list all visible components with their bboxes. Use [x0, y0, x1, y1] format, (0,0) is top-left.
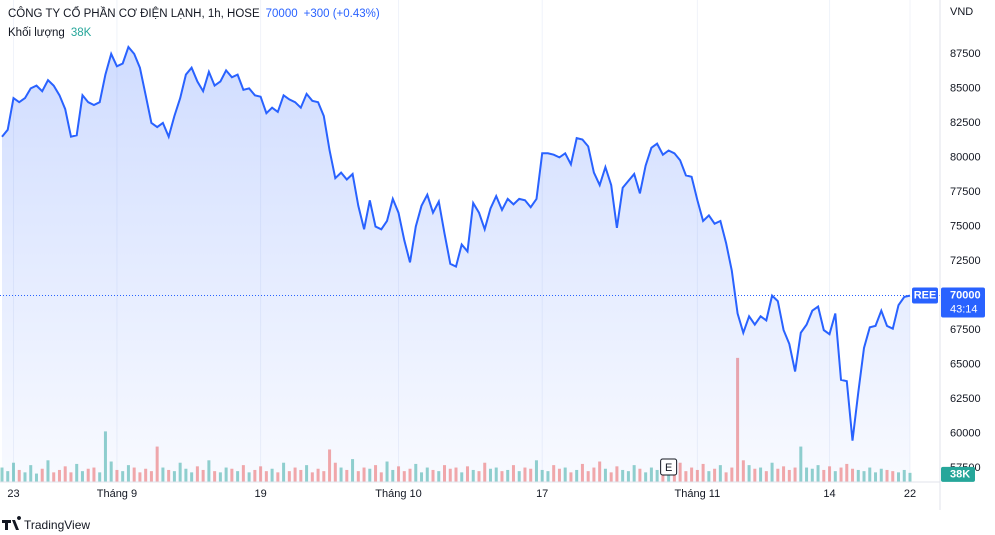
volume-label: Khối lượng: [8, 27, 65, 39]
x-tick-label: 22: [904, 488, 916, 500]
y-tick-label: 72500: [950, 255, 981, 267]
event-marker: [660, 458, 678, 476]
x-tick-label: 23: [7, 488, 19, 500]
symbol-tag: [912, 287, 938, 304]
volume-value: 38K: [70, 27, 92, 39]
x-tick-label: Tháng 10: [375, 488, 421, 500]
y-tick-label: 65000: [950, 359, 981, 371]
x-tick-label: Tháng 9: [97, 488, 137, 500]
y-tick-label: 80000: [950, 151, 981, 163]
y-tick-label: 75000: [950, 220, 981, 232]
currency: VND: [950, 6, 973, 18]
symbol-tag-text: REE: [914, 289, 937, 301]
price-tag-text: 70000: [950, 289, 981, 301]
brand: TradingView: [24, 518, 90, 532]
y-tick-label: 67500: [950, 324, 981, 336]
y-tick-label: 87500: [950, 48, 981, 60]
x-tick-label: 17: [536, 488, 548, 500]
y-tick-label: 60000: [950, 428, 981, 440]
event-label: E: [665, 462, 672, 474]
y-tick-label: 82500: [950, 117, 981, 129]
volume-tag: [941, 466, 975, 482]
last-price: 70000: [265, 8, 298, 20]
symbol-title: CÔNG TY CỔ PHẦN CƠ ĐIỆN LẠNH, 1h, HOSE: [8, 8, 260, 20]
x-tick-label: 14: [823, 488, 835, 500]
logo: TradingView: [2, 516, 90, 532]
x-tick-label: Tháng 11: [675, 488, 721, 500]
price-tag: [941, 287, 985, 318]
price-change: +300 (+0.43%): [303, 8, 380, 20]
y-tick-label: 85000: [950, 82, 981, 94]
volume-tag-text: 38K: [950, 469, 970, 481]
y-tick-label: 77500: [950, 186, 981, 198]
countdown: 43:14: [950, 303, 978, 315]
x-tick-label: 19: [254, 488, 266, 500]
y-tick-label: 62500: [950, 393, 981, 405]
price-line: [1, 45, 911, 441]
header: CÔNG TY CỔ PHẦN CƠ ĐIỆN LẠNH, 1h, HOSE 70…: [8, 5, 380, 43]
area: [2, 47, 910, 482]
